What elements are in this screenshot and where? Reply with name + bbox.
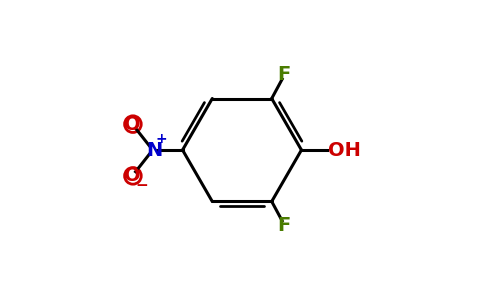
Text: −: − [135, 178, 148, 193]
Text: N: N [146, 140, 163, 160]
Text: OH: OH [328, 140, 361, 160]
Text: +: + [156, 132, 167, 146]
Text: O: O [124, 166, 140, 185]
Text: F: F [277, 216, 290, 235]
Text: F: F [277, 65, 290, 84]
Text: O: O [124, 115, 140, 134]
